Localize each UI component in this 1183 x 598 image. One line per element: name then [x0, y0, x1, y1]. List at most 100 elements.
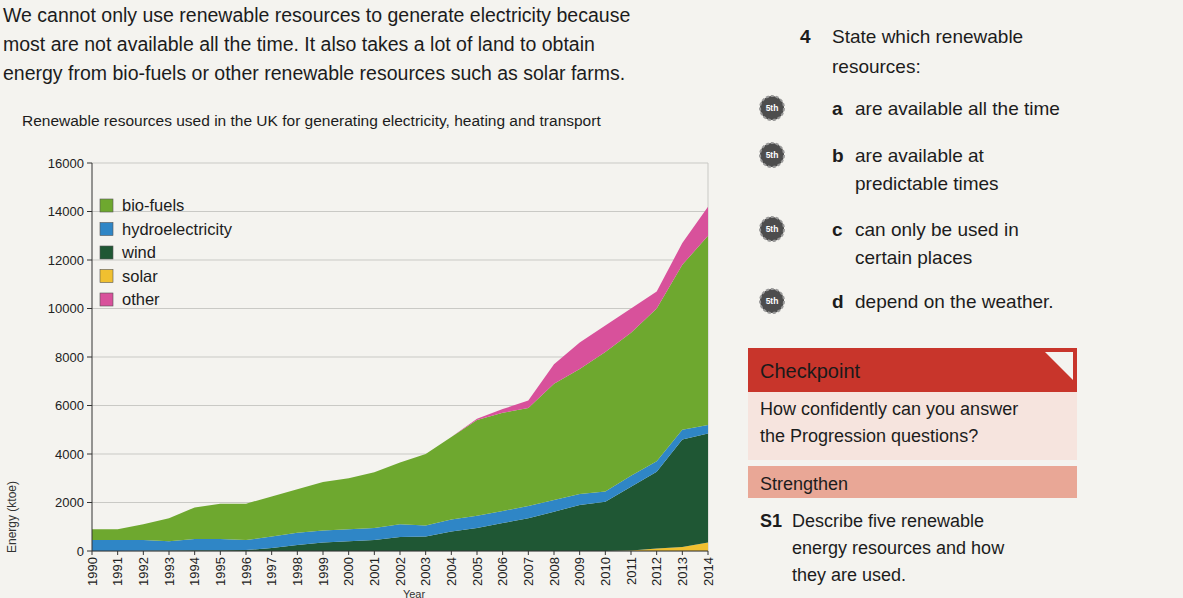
x-tick-label: 2006	[495, 557, 510, 586]
x-tick-label: 1994	[187, 557, 202, 586]
x-tick-label: 1993	[162, 557, 177, 586]
y-tick-label: 10000	[48, 301, 84, 316]
part-text: can only be used in	[855, 219, 1019, 240]
x-tick	[348, 551, 349, 555]
badge	[760, 217, 784, 241]
legend-swatch	[100, 199, 113, 212]
x-tick-label: 1999	[316, 557, 331, 586]
y-tick	[87, 308, 92, 309]
y-tick	[87, 502, 92, 503]
corner-mark	[1045, 352, 1073, 380]
y-tick-label: 16000	[48, 156, 84, 171]
x-tick-label: 1998	[290, 557, 305, 586]
x-tick	[169, 551, 170, 555]
x-tick-label: 2001	[367, 557, 382, 586]
grid-line	[92, 308, 708, 309]
part-text: depend on the weather.	[855, 291, 1054, 312]
strengthen-text: energy resources and how	[792, 538, 1005, 558]
x-tick	[374, 551, 375, 555]
badge-label: 5th	[766, 224, 779, 234]
legend-label: solar	[122, 267, 158, 285]
x-tick-label: 2004	[444, 557, 459, 586]
x-tick-label: 2005	[470, 557, 485, 586]
x-tick-label: 2003	[418, 557, 433, 586]
badge-label: 5th	[766, 103, 779, 113]
legend-label: hydroelectricity	[122, 220, 233, 238]
x-tick	[323, 551, 324, 555]
legend-swatch	[100, 293, 113, 306]
question-number: 4	[800, 26, 811, 47]
x-tick	[194, 551, 195, 555]
x-tick	[451, 551, 452, 555]
grid-line	[92, 163, 708, 164]
areas	[92, 207, 708, 551]
checkpoint-text: How confidently can you answer	[760, 399, 1018, 419]
y-tick-label: 0	[77, 544, 84, 559]
part-letter: d	[832, 291, 844, 312]
background	[0, 0, 1183, 598]
part-letter: b	[832, 145, 844, 166]
x-tick	[708, 551, 709, 555]
y-tick	[87, 163, 92, 164]
part-letter: c	[832, 219, 843, 240]
x-tick-label: 1990	[85, 557, 100, 586]
legend-swatch	[100, 246, 113, 259]
y-tick	[87, 357, 92, 358]
x-tick	[117, 551, 118, 555]
legend-swatch	[100, 223, 113, 236]
y-tick	[87, 551, 92, 552]
intro-line: energy from bio-fuels or other renewable…	[3, 62, 625, 84]
y-tick	[87, 405, 92, 406]
x-tick	[92, 551, 93, 555]
x-tick	[143, 551, 144, 555]
x-tick-label: 2000	[341, 557, 356, 586]
y-tick-label: 6000	[55, 398, 84, 413]
x-tick-label: 1996	[239, 557, 254, 586]
x-tick	[682, 551, 683, 555]
grid-line	[92, 211, 708, 212]
page: We cannot only use renewable resources t…	[0, 0, 1183, 598]
x-tick	[502, 551, 503, 555]
y-tick-label: 14000	[48, 204, 84, 219]
x-tick-label: 2010	[598, 557, 613, 586]
x-tick	[400, 551, 401, 555]
x-tick	[554, 551, 555, 555]
y-tick-label: 4000	[55, 447, 84, 462]
strengthen-text: Describe five renewable	[792, 511, 984, 531]
x-tick-label: 1991	[110, 557, 125, 586]
x-tick	[631, 551, 632, 555]
y-axis-label: Energy (ktoe)	[5, 481, 19, 553]
y-tick	[87, 454, 92, 455]
y-tick	[87, 260, 92, 261]
y-axis-line	[92, 163, 93, 551]
badge	[760, 96, 784, 120]
x-tick	[220, 551, 221, 555]
x-tick-label: 1995	[213, 557, 228, 586]
y-tick-label: 8000	[55, 350, 84, 365]
y-tick	[87, 211, 92, 212]
x-tick-label: 2007	[521, 557, 536, 586]
area-other	[92, 207, 708, 530]
x-tick-label: 2013	[675, 557, 690, 586]
x-axis-label: Year	[403, 588, 426, 598]
badge-label: 5th	[766, 150, 779, 160]
x-tick	[605, 551, 606, 555]
part-text: predictable times	[855, 173, 999, 194]
x-tick	[271, 551, 272, 555]
badge	[760, 289, 784, 313]
strengthen-number: S1	[760, 511, 782, 531]
part-letter: a	[832, 98, 843, 119]
strengthen-text: they are used.	[792, 565, 906, 585]
checkpoint-box	[748, 392, 1077, 460]
legend-label: other	[122, 290, 160, 308]
part-text: are available at	[855, 145, 985, 166]
badge-label: 5th	[766, 296, 779, 306]
question-text: State which renewable	[832, 26, 1023, 47]
strengthen-title: Strengthen	[760, 474, 848, 494]
x-tick-label: 2009	[572, 557, 587, 586]
intro-line: most are not available all the time. It …	[3, 33, 595, 55]
part-text: are available all the time	[855, 98, 1060, 119]
checkpoint-bar	[748, 348, 1077, 392]
x-tick	[246, 551, 247, 555]
x-tick	[297, 551, 298, 555]
